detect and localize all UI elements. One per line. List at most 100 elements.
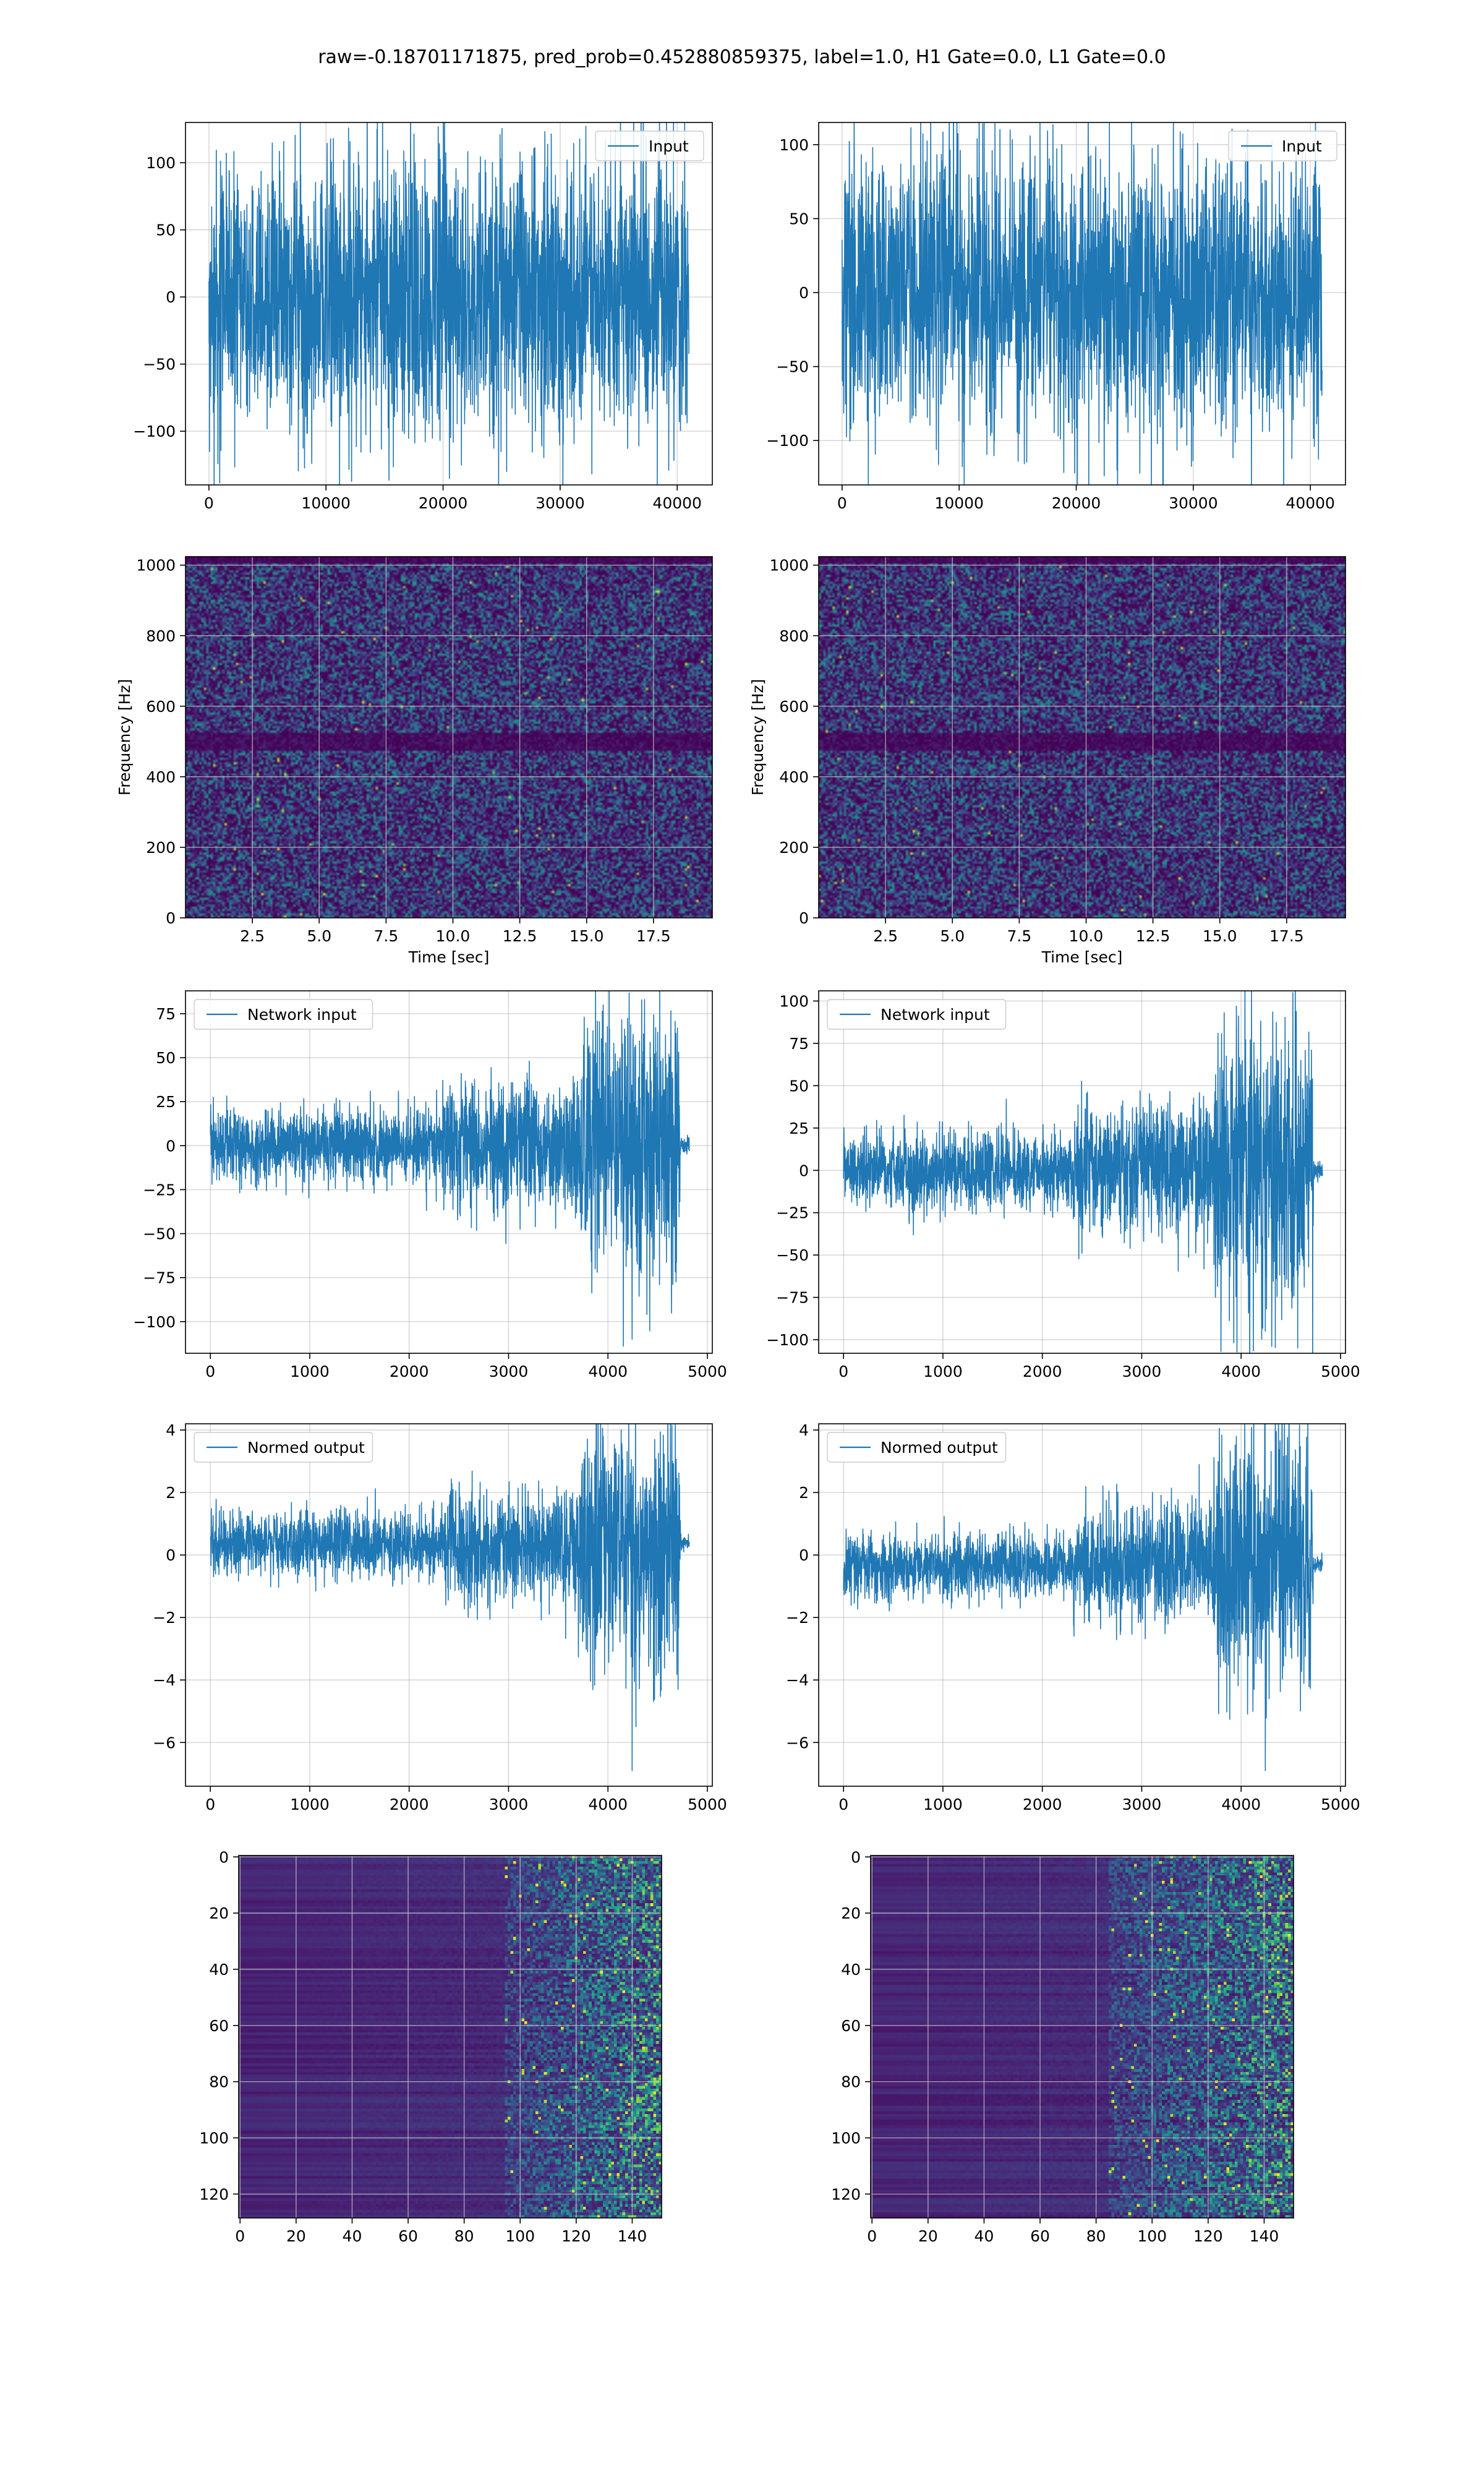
x-tick-label: 0: [838, 1796, 848, 1813]
legend-label: Normed output: [881, 1439, 998, 1457]
x-tick-label: 4000: [1221, 1363, 1261, 1380]
y-tick-label: 0: [851, 1848, 861, 1866]
y-tick-label: 400: [779, 768, 809, 786]
y-tick-label: 4: [799, 1421, 809, 1439]
axes-frame: [238, 1855, 662, 2219]
y-tick-label: 50: [789, 1077, 809, 1095]
x-tick-label: 5000: [688, 1363, 727, 1380]
chart-normed-output-l1: 0 1000 2000 3000 4000 5000 −6 −4 −2 0 2 4 Normed out…: [786, 1421, 1360, 1813]
y-tick-label: 0: [166, 909, 176, 927]
y-tick-label: 0: [166, 288, 176, 306]
y-tick-label: −100: [766, 432, 809, 450]
x-tick-label: 5.0: [307, 927, 331, 945]
y-tick-label: 4: [166, 1421, 176, 1439]
x-tick-label: 80: [1086, 2227, 1106, 2245]
x-tick-label: 7.5: [373, 927, 398, 945]
legend: Normed output: [827, 1432, 1007, 1463]
y-tick-label: 60: [841, 2017, 861, 2035]
plot-area: [186, 122, 712, 485]
chart-feature-map-l1: 0 20 40 60 80 100 120 140 0 20 40 60 80 100 120: [831, 1848, 1294, 2245]
y-tick-label: 200: [779, 839, 809, 857]
chart-spectrogram-h1: 2.5 5.0 7.5 10.0 12.5 15.0 17.5 0 200 400 600 800 10…: [116, 556, 713, 966]
x-tick-label: 2000: [1023, 1796, 1062, 1813]
x-tick-label: 60: [398, 2227, 418, 2245]
series-line-input: [208, 122, 689, 485]
y-tick-label: −100: [133, 1313, 176, 1331]
chart-input-h1: 0 10000 20000 30000 40000 −100 −50 0 50 100 Input: [133, 122, 713, 512]
spectrogram-image: [819, 557, 1345, 918]
y-tick-label: 0: [166, 1137, 176, 1155]
y-tick-label: −100: [133, 422, 176, 440]
legend-frame: [827, 999, 1007, 1030]
plot-area: [871, 1856, 1294, 2218]
plot-area: [819, 122, 1345, 485]
x-tick-label: 17.5: [636, 927, 671, 945]
x-tick-label: 40: [343, 2227, 362, 2245]
x-tick-label: 20: [918, 2227, 938, 2245]
plot-area: [186, 1424, 712, 1786]
x-tick-label: 40000: [1286, 494, 1335, 512]
legend-label: Input: [1282, 137, 1322, 155]
x-tick-label: 10.0: [436, 927, 471, 945]
y-axis-label: Frequency [Hz]: [749, 679, 767, 796]
x-tick-label: 100: [1137, 2227, 1167, 2245]
y-tick-label: 20: [209, 1904, 229, 1922]
legend-frame: [194, 999, 373, 1030]
x-tick-label: 3000: [1122, 1796, 1162, 1813]
axes-frame: [185, 122, 713, 486]
y-tick-label: 600: [146, 698, 176, 716]
x-tick-label: 30000: [535, 494, 585, 512]
y-tick-label: 0: [799, 909, 809, 927]
y-tick-label: −50: [143, 356, 176, 374]
x-tick-label: 12.5: [503, 927, 537, 945]
y-tick-label: 120: [199, 2185, 229, 2203]
legend-frame: [827, 1432, 1007, 1463]
chart-normed-output-h1: 0 1000 2000 3000 4000 5000 −6 −4 −2 0 2 4 Normed out…: [153, 1421, 727, 1813]
grid: [819, 557, 1345, 918]
x-tick-label: 0: [837, 494, 847, 512]
legend-label: Network input: [881, 1006, 990, 1024]
axes-frame: [870, 1855, 1294, 2219]
spectrogram-image: [186, 557, 712, 918]
x-tick-label: 20000: [419, 494, 468, 512]
grid: [186, 557, 712, 918]
x-tick-label: 40: [974, 2227, 994, 2245]
y-tick-label: −6: [153, 1734, 176, 1752]
series-line-input: [842, 122, 1323, 485]
legend: Input: [1228, 131, 1337, 161]
series-line-normed-output: [210, 1424, 690, 1771]
y-tick-label: 100: [199, 2129, 229, 2147]
x-tick-label: 2.5: [873, 927, 898, 945]
y-tick-label: 50: [156, 1049, 176, 1067]
x-axis-label: Time [sec]: [1041, 948, 1123, 966]
legend-frame: [595, 131, 704, 161]
x-tick-label: 17.5: [1269, 927, 1304, 945]
y-tick-label: 100: [779, 992, 809, 1010]
x-tick-label: 3000: [489, 1363, 529, 1380]
y-tick-label: 75: [789, 1035, 809, 1053]
x-tick-label: 10000: [934, 494, 984, 512]
x-tick-label: 5000: [1321, 1796, 1360, 1813]
x-tick-label: 5.0: [940, 927, 965, 945]
x-tick-label: 5000: [1321, 1363, 1360, 1380]
x-tick-label: 140: [1250, 2227, 1279, 2245]
x-tick-label: 4000: [588, 1363, 628, 1380]
x-tick-label: 20: [286, 2227, 306, 2245]
x-tick-label: 80: [454, 2227, 474, 2245]
x-tick-label: 4000: [1221, 1796, 1261, 1813]
y-tick-label: 1000: [136, 557, 176, 575]
axes-frame: [185, 990, 713, 1354]
y-tick-label: 0: [219, 1848, 229, 1866]
y-tick-label: 800: [779, 627, 809, 645]
plot-area: [186, 991, 712, 1353]
x-tick-label: 5000: [688, 1796, 727, 1813]
y-tick-label: −50: [776, 1246, 809, 1264]
y-tick-label: 75: [156, 1005, 176, 1023]
feature-map-image: [239, 1856, 662, 2218]
y-tick-label: 80: [209, 2073, 229, 2091]
y-tick-label: 20: [841, 1904, 861, 1922]
y-tick-label: 100: [831, 2129, 861, 2147]
grid: [871, 1856, 1294, 2218]
y-tick-label: −4: [153, 1671, 176, 1689]
x-tick-label: 2000: [1023, 1363, 1062, 1380]
